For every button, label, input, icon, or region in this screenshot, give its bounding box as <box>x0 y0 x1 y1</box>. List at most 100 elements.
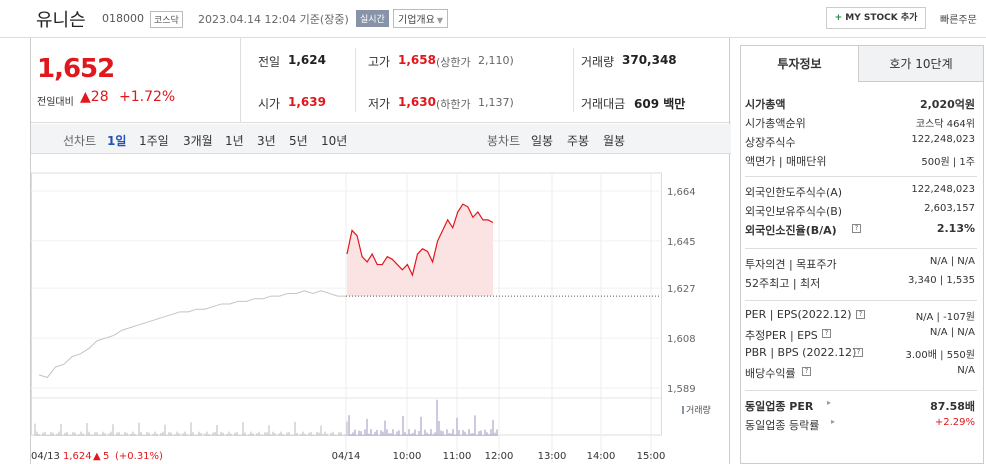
info-row: 동일업종 PER ▸ 87.58배 <box>745 396 975 414</box>
info-value: 122,248,023 <box>911 184 975 195</box>
add-my-stock-button[interactable]: + MY STOCK 추가 <box>826 7 926 29</box>
company-overview-dropdown[interactable]: 기업개요 ▼ <box>393 9 448 28</box>
stats-divider <box>573 48 574 112</box>
tab-hoga-10[interactable]: 호가 10단계 <box>859 46 983 82</box>
period-1y[interactable]: 1년 <box>225 134 244 148</box>
market-badge: 코스닥 <box>150 11 183 28</box>
info-key: 외국인보유주식수(B) <box>745 205 843 218</box>
info-key: 상장주식수 <box>745 136 796 149</box>
stock-code: 018000 <box>102 12 144 25</box>
help-icon[interactable]: ? <box>856 310 865 319</box>
info-row: 배당수익률? N/A <box>745 363 975 381</box>
tab-investment-info[interactable]: 투자정보 <box>741 46 859 82</box>
info-row: 시가총액 2,020억원 <box>745 94 975 112</box>
help-icon[interactable]: ? <box>852 224 861 233</box>
timestamp: 2023.04.14 12:04 기준(장중) <box>198 13 349 26</box>
info-row: 시가총액순위 코스닥 464위 <box>745 113 975 131</box>
x-tick-label: 04/14 <box>332 451 361 462</box>
x-tick-label: 11:00 <box>443 451 472 462</box>
volume-legend-swatch <box>682 406 684 414</box>
y-tick-label: 1,627 <box>667 284 696 295</box>
candle-daily[interactable]: 일봉 <box>531 134 554 148</box>
high-label: 고가 <box>368 55 391 69</box>
info-value: 3.00배 | 550원 <box>905 350 975 361</box>
info-key: 투자의견 | 목표주가 <box>745 258 837 271</box>
prev-day-change: 5 <box>103 451 109 462</box>
info-row: 외국인소진율(B/A)? 2.13% <box>745 220 975 238</box>
lower-limit-label: (하한가 <box>436 98 471 111</box>
info-value: 122,248,023 <box>911 134 975 145</box>
period-10y[interactable]: 10년 <box>321 134 348 148</box>
low-label: 저가 <box>368 97 391 111</box>
info-value: 3,340 | 1,535 <box>908 275 975 286</box>
info-row: PER | EPS(2022.12)? N/A | -107원 <box>745 306 975 324</box>
info-value: 2.13% <box>936 222 975 235</box>
info-key: 52주최고 | 최저 <box>745 277 821 290</box>
period-1w[interactable]: 1주일 <box>139 134 169 148</box>
info-key: 동일업종 PER <box>745 400 814 413</box>
info-key: 시가총액순위 <box>745 117 806 130</box>
candle-monthly[interactable]: 월봉 <box>603 134 626 148</box>
lower-limit-value: 1,137) <box>478 96 514 109</box>
panel-divider <box>745 300 977 301</box>
info-value: 코스닥 464위 <box>915 119 975 130</box>
main-panel: 1,652 전일대비 ▲28 +1.72% 전일 1,624 시가 1,639 … <box>30 38 731 464</box>
up-triangle-icon: ▲ <box>93 451 101 462</box>
upper-limit-label: (상한가 <box>436 56 471 69</box>
info-row: 투자의견 | 목표주가 N/A | N/A <box>745 254 975 272</box>
info-key: PBR | BPS (2022.12) <box>745 346 857 359</box>
help-icon[interactable]: ? <box>802 367 811 376</box>
info-value: 87.58배 <box>930 400 975 413</box>
x-tick-label: 10:00 <box>393 451 422 462</box>
prev-day-pct: (+0.31%) <box>115 451 163 462</box>
x-tick-label: 15:00 <box>637 451 666 462</box>
help-icon[interactable]: ? <box>822 329 831 338</box>
info-key: 액면가 | 매매단위 <box>745 155 827 168</box>
current-price: 1,652 <box>37 54 115 84</box>
line-chart-label: 선차트 <box>63 134 97 148</box>
low-value: 1,630 <box>398 95 436 109</box>
info-row: 액면가 | 매매단위 500원 | 1주 <box>745 151 975 169</box>
info-row: 추정PER | EPS? N/A | N/A <box>745 325 975 343</box>
amount-label: 거래대금 <box>581 97 626 111</box>
info-value: 500원 | 1주 <box>921 157 975 168</box>
candle-weekly[interactable]: 주봉 <box>567 134 590 148</box>
chevron-right-icon[interactable]: ▸ <box>831 417 836 426</box>
quick-order-link[interactable]: 빠른주문 <box>940 15 977 26</box>
info-row: 외국인한도주식수(A) 122,248,023 <box>745 182 975 200</box>
panel-divider <box>745 176 977 177</box>
series-prev-day-line <box>38 290 346 379</box>
x-tick-label: 14:00 <box>587 451 616 462</box>
info-key: 동일업종 등락률 <box>745 419 820 432</box>
info-key: PER | EPS(2022.12) <box>745 308 852 321</box>
info-value: N/A | N/A <box>929 256 975 267</box>
chevron-right-icon[interactable]: ▸ <box>827 398 832 407</box>
change-label: 전일대비 <box>37 97 74 108</box>
info-row: 52주최고 | 최저 3,340 | 1,535 <box>745 273 975 291</box>
realtime-badge[interactable]: 실시간 <box>356 10 389 27</box>
info-key: 배당수익률 <box>745 367 796 380</box>
x-tick-label: 12:00 <box>485 451 514 462</box>
help-icon[interactable]: ? <box>854 348 863 357</box>
info-row: PBR | BPS (2022.12)? 3.00배 | 550원 <box>745 344 975 362</box>
period-3y[interactable]: 3년 <box>257 134 276 148</box>
info-key: 시가총액 <box>745 98 786 111</box>
info-value: +2.29% <box>934 417 975 428</box>
period-3m[interactable]: 3개월 <box>183 134 213 148</box>
period-1d[interactable]: 1일 <box>107 134 127 148</box>
info-row: 상장주식수 122,248,023 <box>745 132 975 150</box>
price-change-pct: +1.72% <box>119 89 176 105</box>
candle-chart-label: 봉차트 <box>487 134 521 148</box>
y-tick-label: 1,608 <box>667 334 696 345</box>
info-key: 외국인한도주식수(A) <box>745 186 843 199</box>
upper-limit-value: 2,110) <box>478 54 514 67</box>
company-overview-label: 기업개요 <box>398 15 435 26</box>
price-box: 1,652 전일대비 ▲28 +1.72% <box>31 38 241 123</box>
info-row: 외국인보유주식수(B) 2,603,157 <box>745 201 975 219</box>
y-tick-label: 1,589 <box>667 384 696 395</box>
prev-label: 전일 <box>258 55 281 69</box>
info-row: 동일업종 등락률 ▸ +2.29% <box>745 415 975 433</box>
prev-value: 1,624 <box>288 53 326 67</box>
period-5y[interactable]: 5년 <box>289 134 308 148</box>
